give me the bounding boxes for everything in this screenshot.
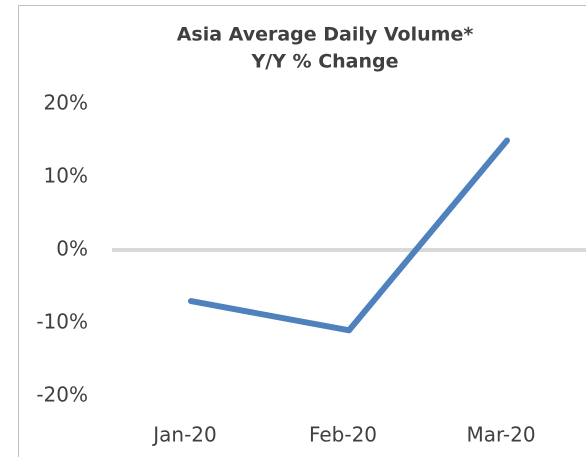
x-tick-label: Feb-20 <box>309 423 377 447</box>
y-tick-label: 10% <box>44 164 88 188</box>
chart-title: Asia Average Daily Volume* <box>177 24 474 46</box>
chart-frame <box>18 5 586 457</box>
y-tick-label: -20% <box>36 383 88 407</box>
x-tick-label: Jan-20 <box>151 423 217 447</box>
y-tick-label: 20% <box>44 91 88 115</box>
chart-subtitle: Y/Y % Change <box>250 51 398 73</box>
y-tick-label: 0% <box>56 237 88 261</box>
x-tick-label: Mar-20 <box>466 423 535 447</box>
y-tick-label: -10% <box>36 310 88 334</box>
line-series <box>188 137 510 334</box>
